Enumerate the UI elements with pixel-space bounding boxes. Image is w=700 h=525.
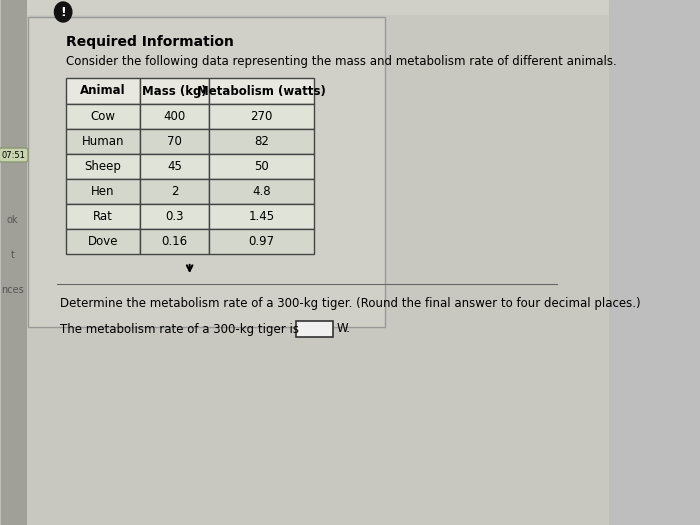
Text: Required Information: Required Information bbox=[66, 35, 234, 49]
Text: Cow: Cow bbox=[90, 110, 116, 123]
Text: Metabolism (watts): Metabolism (watts) bbox=[197, 85, 326, 98]
Text: 0.3: 0.3 bbox=[165, 210, 183, 223]
Bar bbox=[66, 104, 139, 129]
Text: Animal: Animal bbox=[80, 85, 125, 98]
Bar bbox=[139, 229, 209, 254]
Bar bbox=[66, 78, 139, 104]
Text: Dove: Dove bbox=[88, 235, 118, 248]
Bar bbox=[209, 129, 314, 154]
Text: 1.45: 1.45 bbox=[248, 210, 274, 223]
Text: !: ! bbox=[60, 5, 66, 18]
Text: 50: 50 bbox=[254, 160, 269, 173]
Bar bbox=[1, 0, 27, 525]
Circle shape bbox=[55, 2, 72, 22]
Text: 0.16: 0.16 bbox=[162, 235, 188, 248]
Bar bbox=[209, 154, 314, 179]
Text: Hen: Hen bbox=[91, 185, 114, 198]
Text: Determine the metabolism rate of a 300-kg tiger. (Round the final answer to four: Determine the metabolism rate of a 300-k… bbox=[60, 298, 640, 310]
Text: 70: 70 bbox=[167, 135, 182, 148]
Bar bbox=[139, 129, 209, 154]
Bar bbox=[66, 204, 139, 229]
Bar bbox=[139, 204, 209, 229]
Text: t: t bbox=[10, 250, 15, 260]
Bar bbox=[66, 229, 139, 254]
Text: 4.8: 4.8 bbox=[252, 185, 271, 198]
Bar bbox=[209, 179, 314, 204]
Text: 07:51: 07:51 bbox=[1, 151, 25, 160]
Text: 2: 2 bbox=[171, 185, 178, 198]
Bar bbox=[139, 179, 209, 204]
Text: 82: 82 bbox=[254, 135, 269, 148]
Text: Mass (kg): Mass (kg) bbox=[142, 85, 206, 98]
Bar bbox=[209, 104, 314, 129]
Text: Sheep: Sheep bbox=[84, 160, 121, 173]
Bar bbox=[209, 78, 314, 104]
Bar bbox=[139, 154, 209, 179]
Bar bbox=[66, 179, 139, 204]
Text: Rat: Rat bbox=[93, 210, 113, 223]
Text: Consider the following data representing the mass and metabolism rate of differe: Consider the following data representing… bbox=[66, 56, 617, 68]
Bar bbox=[296, 321, 332, 337]
Bar bbox=[66, 129, 139, 154]
Bar bbox=[139, 78, 209, 104]
Bar bbox=[28, 17, 385, 327]
Text: 270: 270 bbox=[250, 110, 272, 123]
Bar bbox=[27, 0, 609, 15]
Text: 400: 400 bbox=[163, 110, 186, 123]
Text: The metabolism rate of a 300-kg tiger is: The metabolism rate of a 300-kg tiger is bbox=[60, 322, 299, 335]
Text: W.: W. bbox=[337, 322, 351, 335]
Text: Human: Human bbox=[81, 135, 124, 148]
Text: ok: ok bbox=[7, 215, 18, 225]
Bar bbox=[66, 154, 139, 179]
Bar bbox=[209, 229, 314, 254]
Text: 0.97: 0.97 bbox=[248, 235, 274, 248]
Text: 45: 45 bbox=[167, 160, 182, 173]
Bar bbox=[139, 104, 209, 129]
Bar bbox=[209, 204, 314, 229]
Text: nces: nces bbox=[1, 285, 24, 295]
